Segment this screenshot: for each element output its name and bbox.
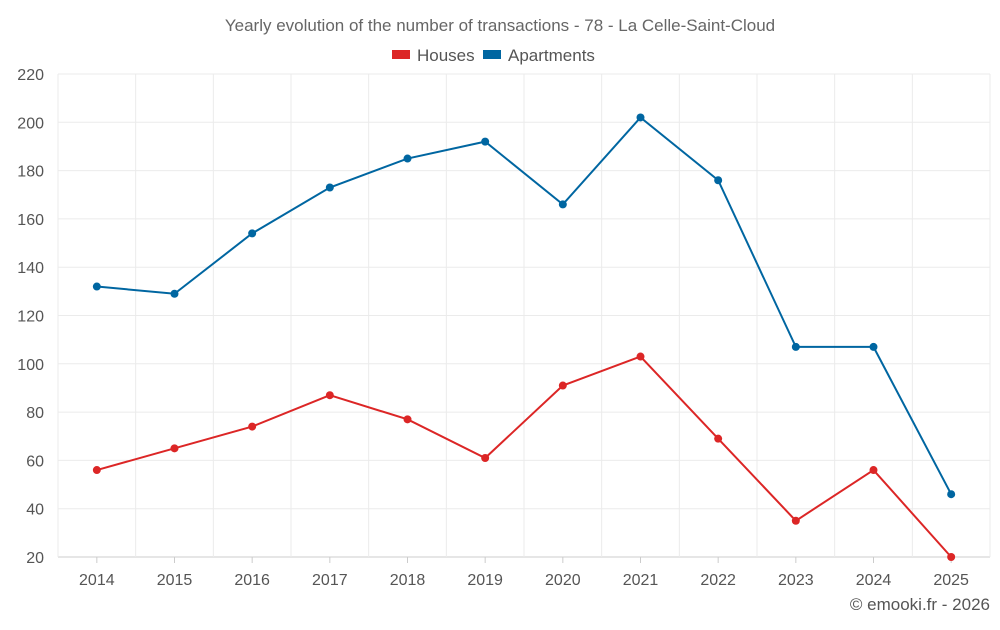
legend-swatch — [483, 50, 501, 59]
data-point[interactable] — [714, 176, 723, 185]
x-tick-label: 2016 — [234, 572, 270, 589]
x-tick-label: 2014 — [79, 572, 115, 589]
data-point[interactable] — [92, 466, 101, 475]
data-point[interactable] — [170, 444, 179, 453]
data-point[interactable] — [869, 466, 878, 475]
y-tick-label: 220 — [17, 67, 44, 84]
x-tick-label: 2015 — [157, 572, 193, 589]
y-tick-label: 60 — [26, 453, 44, 470]
data-point[interactable] — [558, 200, 567, 209]
y-tick-label: 120 — [17, 309, 44, 326]
y-tick-label: 160 — [17, 212, 44, 229]
data-point[interactable] — [636, 113, 645, 122]
data-point[interactable] — [947, 490, 956, 499]
series — [92, 113, 956, 561]
grid — [57, 73, 991, 558]
data-point[interactable] — [92, 282, 101, 291]
x-tick-label: 2024 — [856, 572, 892, 589]
data-point[interactable] — [481, 137, 490, 146]
x-tick-label: 2019 — [467, 572, 503, 589]
data-point[interactable] — [791, 342, 800, 351]
y-tick-label: 40 — [26, 502, 44, 519]
x-tick-label: 2021 — [623, 572, 659, 589]
chart-title: Yearly evolution of the number of transa… — [225, 16, 775, 35]
y-tick-label: 200 — [17, 115, 44, 132]
legend-item-apartments[interactable]: Apartments — [483, 46, 595, 65]
data-point[interactable] — [481, 453, 490, 462]
legend-swatch — [392, 50, 410, 59]
data-point[interactable] — [170, 289, 179, 298]
legend-label: Houses — [417, 46, 475, 65]
x-tick-label: 2018 — [390, 572, 426, 589]
x-tick-label: 2025 — [933, 572, 969, 589]
x-tick-label: 2017 — [312, 572, 348, 589]
series-houses — [92, 352, 956, 561]
data-point[interactable] — [714, 434, 723, 443]
series-line — [96, 355, 952, 558]
data-point[interactable] — [947, 553, 956, 561]
data-point[interactable] — [636, 352, 645, 361]
data-point[interactable] — [558, 381, 567, 390]
data-point[interactable] — [869, 342, 878, 351]
data-point[interactable] — [791, 516, 800, 525]
data-point[interactable] — [248, 422, 257, 431]
credit: © emooki.fr - 2026 — [850, 595, 990, 614]
y-tick-label: 140 — [17, 260, 44, 277]
x-tick-label: 2020 — [545, 572, 581, 589]
x-tick-label: 2023 — [778, 572, 814, 589]
data-point[interactable] — [403, 154, 412, 163]
series-line — [96, 116, 953, 495]
y-tick-label: 180 — [17, 164, 44, 181]
data-point[interactable] — [403, 415, 412, 424]
legend: Houses Apartments — [392, 46, 595, 65]
y-tick-label: 20 — [26, 550, 44, 567]
y-tick-label: 100 — [17, 357, 44, 374]
series-apartments — [92, 113, 956, 499]
data-point[interactable] — [325, 391, 334, 400]
x-tick-label: 2022 — [700, 572, 736, 589]
legend-item-houses[interactable]: Houses — [392, 46, 475, 65]
legend-label: Apartments — [508, 46, 595, 65]
data-point[interactable] — [325, 183, 334, 192]
data-point[interactable] — [248, 229, 257, 238]
axes: 20 40 60 80 100 120 140 160 180 200 220 2014 2015 201… — [17, 67, 969, 589]
y-tick-label: 80 — [26, 405, 44, 422]
